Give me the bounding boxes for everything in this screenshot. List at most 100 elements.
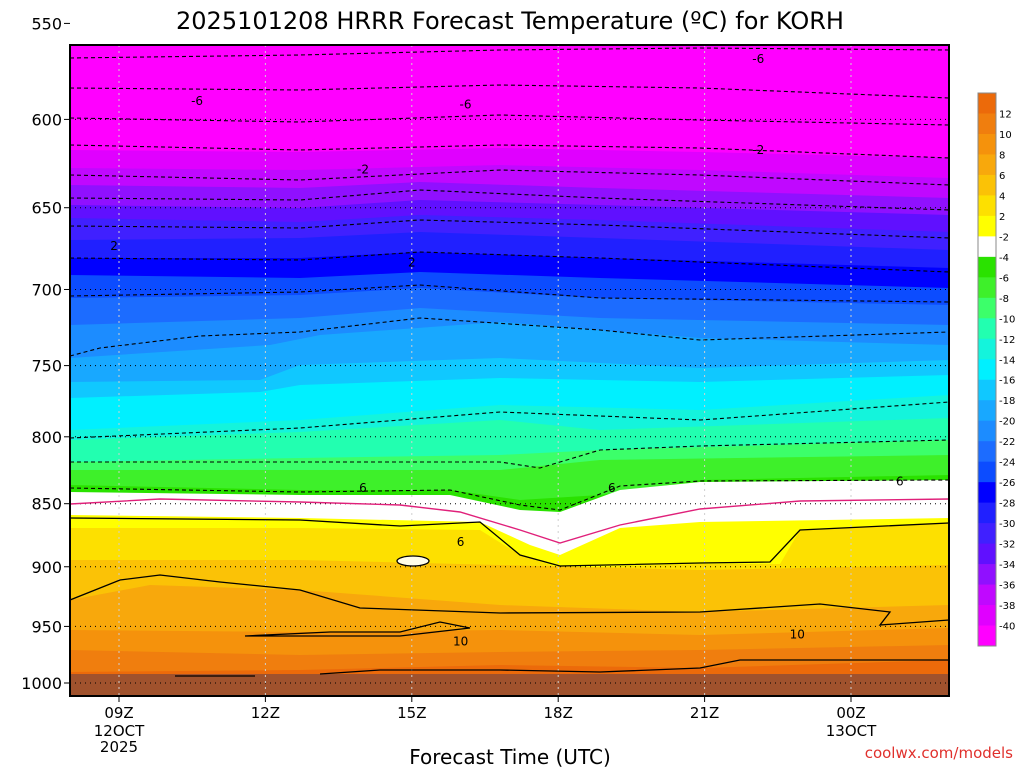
colorbar-swatch-20 <box>978 502 996 524</box>
y-tick-label-15: 1000 <box>21 674 62 693</box>
colorbar-swatch-3 <box>978 154 996 176</box>
contour-labels: -5046-46-42-42-38-38-30-30-26-22-22-18-1… <box>110 52 904 648</box>
contour-label-24: 6 <box>896 474 904 488</box>
colorbar-swatch-24 <box>978 584 996 606</box>
colorbar-label-11: -12 <box>999 335 1015 346</box>
grid-lines <box>70 45 949 696</box>
contour-negative-10 <box>70 401 949 439</box>
contour-label-26: 10 <box>453 634 468 648</box>
contour-negative-4 <box>70 169 949 186</box>
contour-negative-6 <box>70 219 949 239</box>
colorbar-swatch-15 <box>978 400 996 422</box>
contour-negative-0 <box>70 47 949 59</box>
colorbar-swatch-14 <box>978 379 996 401</box>
colorbar-label-7: -4 <box>999 253 1009 264</box>
contour-label-18: -2 <box>752 143 764 157</box>
contour-negative-2 <box>70 114 949 126</box>
colorbar-label-20: -30 <box>999 519 1015 530</box>
contour-label-27: 10 <box>790 628 805 642</box>
colorbar-label-17: -24 <box>999 458 1015 469</box>
x-tick-label-4: 21Z <box>690 704 719 722</box>
colorbar-swatch-21 <box>978 523 996 545</box>
contour-label-17: -6 <box>459 98 471 112</box>
colorbar-swatch-1 <box>978 113 996 135</box>
colorbar-label-12: -14 <box>999 355 1015 366</box>
colorbar: 12 10 8 6 4 2 -2 -4 -6 -8 -10 -12 -14 -16 -18 -20 -22 -24… <box>977 92 1015 647</box>
colorbar-label-18: -26 <box>999 478 1015 489</box>
y-tick-label-10: 750 <box>31 357 62 376</box>
y-tick-label-8: 650 <box>31 199 62 218</box>
colorbar-label-19: -28 <box>999 499 1015 510</box>
colorbar-label-0: 12 <box>999 109 1012 120</box>
contour-negative-11 <box>70 439 949 469</box>
colorbar-label-5: 2 <box>999 212 1005 223</box>
colorbar-swatch-13 <box>978 359 996 381</box>
colorbar-swatch-26 <box>978 625 996 647</box>
y-tick-label-7: 600 <box>31 110 62 129</box>
fill-band-27 <box>70 674 949 696</box>
contour-positive-0 <box>70 517 949 567</box>
contour-positive-4 <box>319 659 949 675</box>
colorbar-swatch-9 <box>978 277 996 299</box>
temperature-fill-bands <box>70 45 949 696</box>
colorbar-label-15: -20 <box>999 417 1015 428</box>
plot-area: -5046-46-42-42-38-38-30-30-26-22-22-18-1… <box>70 45 949 696</box>
contour-negative-8 <box>70 284 949 303</box>
colorbar-swatch-23 <box>978 564 996 586</box>
colorbar-label-8: -6 <box>999 273 1009 284</box>
colorbar-swatch-17 <box>978 441 996 463</box>
colorbar-label-24: -38 <box>999 601 1015 612</box>
contour-negative-12 <box>70 479 949 511</box>
x-tick-label-2: 15Z <box>397 704 426 722</box>
y-tick-label-14: 950 <box>31 617 62 636</box>
contour-label-15: -6 <box>752 52 764 66</box>
colorbar-swatch-6 <box>978 215 996 237</box>
colorbar-swatch-16 <box>978 420 996 442</box>
x-tick-sublabel-0-0: 12OCT <box>94 722 145 740</box>
x-tick-label-1: 12Z <box>251 704 280 722</box>
y-tick-label-11: 800 <box>31 428 62 447</box>
y-tick-label-13: 900 <box>31 558 62 577</box>
colorbar-label-14: -18 <box>999 396 1015 407</box>
contour-negative-7 <box>70 251 949 273</box>
contour-lines <box>70 47 949 677</box>
contour-negative-9 <box>70 317 949 357</box>
colorbar-label-1: 10 <box>999 130 1012 141</box>
colorbar-swatch-0 <box>978 93 996 114</box>
colorbar-label-22: -34 <box>999 560 1015 571</box>
y-tick-label-12: 850 <box>31 495 62 514</box>
colorbar-label-25: -40 <box>999 622 1015 633</box>
contour-label-16: -6 <box>191 94 203 108</box>
contour-label-19: -2 <box>357 163 369 177</box>
colorbar-swatch-12 <box>978 338 996 360</box>
colorbar-label-13: -16 <box>999 376 1015 387</box>
contour-positive-2 <box>244 621 471 637</box>
colorbar-swatch-18 <box>978 461 996 483</box>
colorbar-label-2: 8 <box>999 150 1005 161</box>
colorbar-frame <box>977 92 997 647</box>
colorbar-label-21: -32 <box>999 540 1015 551</box>
colorbar-swatch-2 <box>978 133 996 155</box>
colorbar-swatch-10 <box>978 297 996 319</box>
colorbar-label-10: -10 <box>999 314 1015 325</box>
x-tick-label-0: 09Z <box>104 704 133 722</box>
contour-negative-5 <box>70 189 949 211</box>
y-tick-label-6: 550 <box>31 14 62 33</box>
plot-frame <box>69 44 950 697</box>
contour-label-21: 2 <box>408 255 416 269</box>
x-tick-sublabel-5-0: 13OCT <box>826 722 877 740</box>
colorbar-label-23: -36 <box>999 581 1015 592</box>
x-tick-label-5: 00Z <box>836 704 865 722</box>
y-tick-label-9: 700 <box>31 280 62 299</box>
colorbar-label-6: -2 <box>999 232 1009 243</box>
contour-label-23: 6 <box>608 481 616 495</box>
colorbar-swatch-11 <box>978 318 996 340</box>
colorbar-swatch-8 <box>978 256 996 278</box>
contour-positive-1 <box>70 574 949 626</box>
contour-negative-1 <box>70 84 949 99</box>
colorbar-label-3: 6 <box>999 171 1005 182</box>
chart-title: 2025101208 HRRR Forecast Temperature (ºC… <box>176 7 844 35</box>
contour-label-25: 6 <box>457 535 465 549</box>
